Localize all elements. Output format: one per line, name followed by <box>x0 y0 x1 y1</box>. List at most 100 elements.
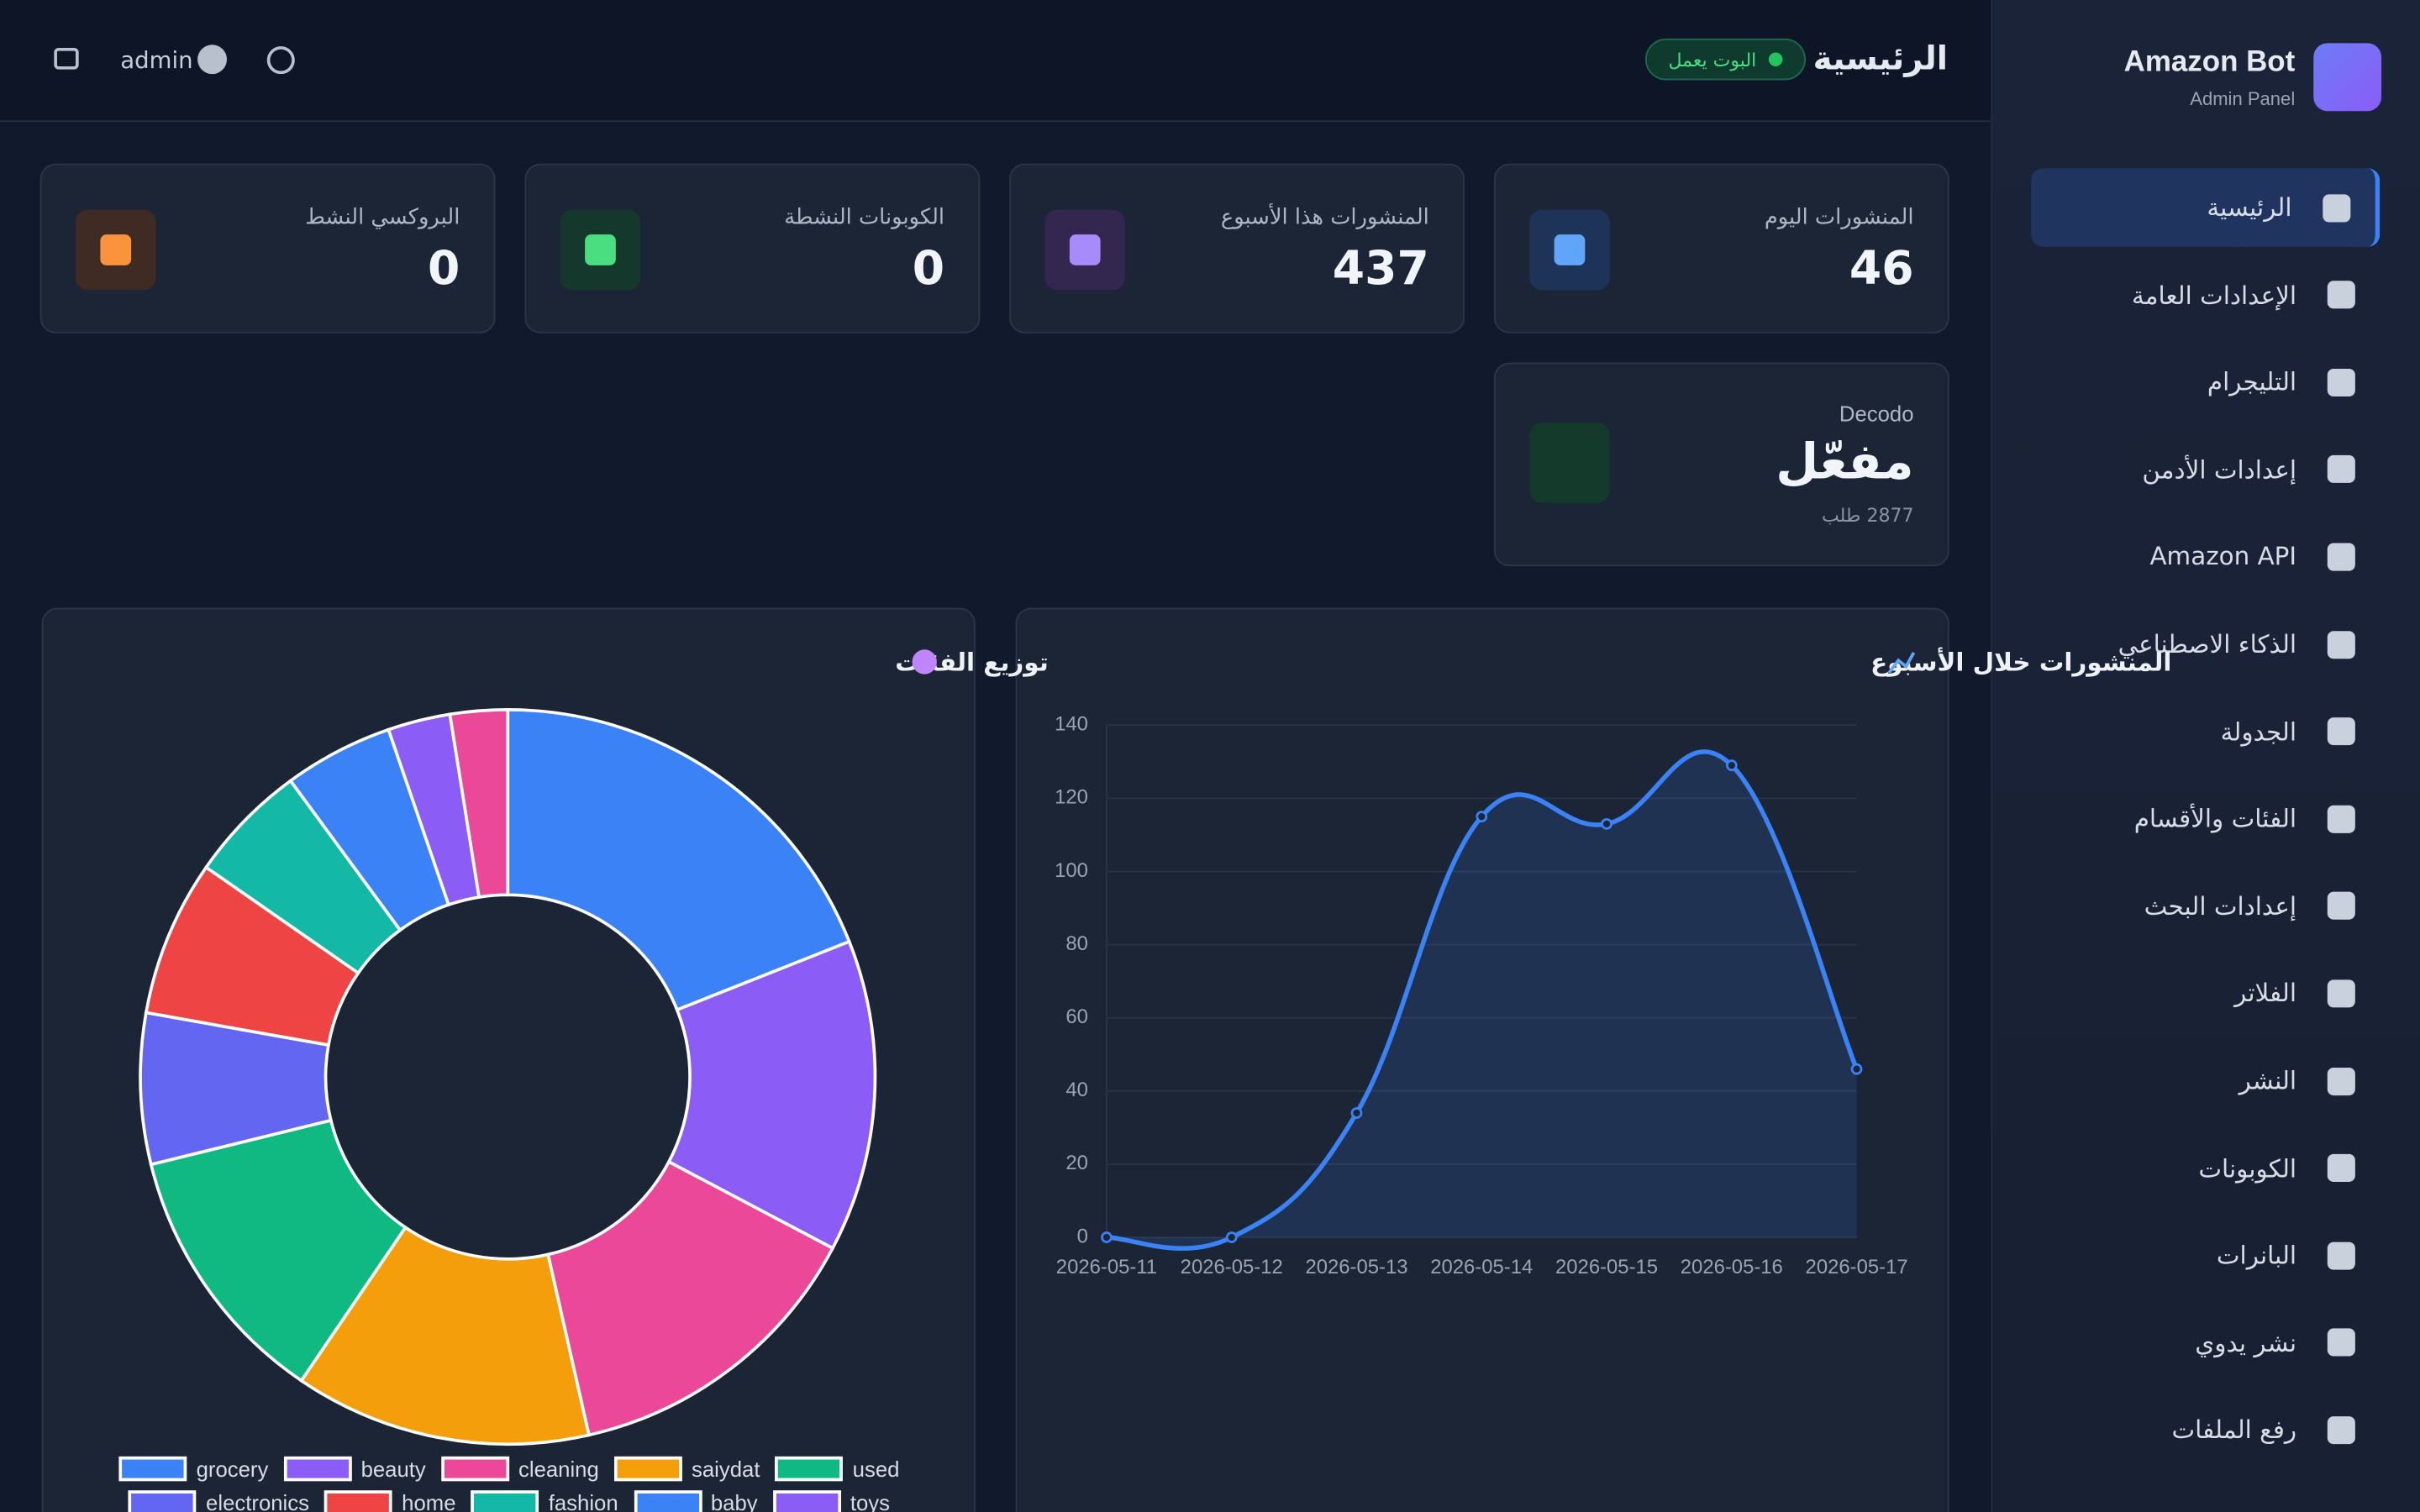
nav-icon <box>2327 1154 2355 1183</box>
nav-label: الكوبونات <box>2198 1153 2297 1184</box>
nav-item[interactable]: الجدولة <box>2031 692 2380 771</box>
nav-label: رفع الملفات <box>2171 1415 2297 1445</box>
nav-icon <box>2327 805 2355 833</box>
nav-icon <box>2327 1241 2355 1270</box>
area <box>1106 751 1857 1249</box>
nav-item[interactable]: إعدادات الأدمن <box>2031 430 2380 509</box>
nav-label: البانرات <box>2216 1241 2297 1270</box>
x-tick-label: 2026-05-17 <box>1806 1256 1908 1278</box>
nav-item[interactable]: الرئيسية <box>2031 168 2381 247</box>
legend-label: toys <box>850 1490 891 1512</box>
x-tick-label: 2026-05-16 <box>1681 1256 1783 1278</box>
legend-label: home <box>402 1490 456 1512</box>
brand-subtitle: Admin Panel <box>2190 87 2296 110</box>
stat-glyph <box>1069 234 1101 265</box>
nav-item[interactable]: الفلاتر <box>2031 954 2380 1033</box>
line <box>1106 749 1860 1251</box>
nav-item[interactable]: نشر يدوي <box>2031 1304 2380 1383</box>
legend-label: used <box>852 1456 900 1482</box>
legend-item: fashion <box>471 1490 618 1512</box>
nav-item[interactable]: الإعدادات العامة <box>2031 255 2380 334</box>
slice <box>545 1159 835 1437</box>
nav-icon <box>2323 193 2351 222</box>
nav-item[interactable]: Amazon API <box>2031 517 2380 596</box>
legend-swatch <box>283 1456 352 1482</box>
nav-label: الفلاتر <box>2234 979 2297 1009</box>
nav-label: Amazon API <box>2149 542 2297 572</box>
y-tick-label: 40 <box>1065 1079 1088 1101</box>
point <box>1225 1231 1238 1243</box>
brand-logo <box>2313 43 2382 112</box>
stat-card: المنشورات اليوم 46 <box>1493 163 1949 333</box>
nav-item[interactable]: التليجرام <box>2031 343 2380 422</box>
legend-swatch <box>471 1490 539 1512</box>
stat-icon <box>560 209 641 291</box>
stat-glyph <box>1554 234 1586 265</box>
refresh-button[interactable] <box>266 46 295 75</box>
stat-card: البروكسي النشط 0 <box>39 163 496 333</box>
slice <box>666 939 877 1251</box>
nav-label: النشر <box>2238 1066 2297 1096</box>
bot-status: البوت يعمل <box>1644 38 1806 81</box>
legend-item: baby <box>634 1490 758 1512</box>
nav-label: الذكاء الاصطناعي <box>2118 629 2297 659</box>
stat-glyph <box>100 234 132 265</box>
legend-label: fashion <box>548 1490 618 1512</box>
user-icon[interactable] <box>197 45 228 75</box>
status-text: البوت يعمل <box>1668 48 1757 71</box>
stat-value: 437 <box>1332 242 1429 297</box>
nav-item[interactable]: الفئات والأقسام <box>2031 780 2380 858</box>
stat-icon <box>1529 209 1610 291</box>
brand-name: Amazon Bot <box>2123 46 2296 79</box>
logout-button[interactable] <box>54 47 79 70</box>
x-tick-label: 2026-05-12 <box>1181 1256 1283 1278</box>
nav-icon <box>2327 368 2355 396</box>
slice <box>506 708 852 1012</box>
point <box>1350 1107 1363 1119</box>
stat-value: 0 <box>428 242 460 297</box>
x-tick-label: 2026-05-14 <box>1430 1256 1533 1278</box>
legend-swatch <box>441 1456 509 1482</box>
nav-icon <box>2327 630 2355 659</box>
legend-label: saiydat <box>692 1456 760 1482</box>
legend-label: cleaning <box>518 1456 599 1482</box>
nav-item[interactable]: البانرات <box>2031 1216 2380 1295</box>
legend-swatch <box>775 1456 844 1482</box>
legend-swatch <box>129 1490 197 1512</box>
user-name[interactable]: admin <box>120 46 193 75</box>
line-panel <box>1015 607 1949 1512</box>
sidebar: Amazon Bot Admin Panel الرئيسية الإعدادات… <box>1991 0 2420 1512</box>
nav-icon <box>2327 1415 2355 1444</box>
legend: grocery beauty cleaning saiydat used electron… <box>92 1456 926 1512</box>
legend-item: electronics <box>129 1490 309 1512</box>
y-tick-label: 140 <box>1055 713 1088 736</box>
nav-item[interactable]: رفع الملفات <box>2031 1391 2380 1470</box>
legend-swatch <box>773 1490 841 1512</box>
stat-icon <box>76 209 156 291</box>
nav-item[interactable]: إعدادات البحث <box>2031 867 2380 946</box>
slice <box>448 708 510 900</box>
stat-card: المنشورات هذا الأسبوع 437 <box>1009 163 1465 333</box>
nav-item[interactable]: النشر <box>2031 1042 2380 1121</box>
decodo-label: Decodo <box>1839 401 1914 426</box>
nav-item[interactable]: الكوبونات <box>2031 1129 2380 1208</box>
line-title: المنشورات خلال الأسبوع <box>1870 647 2171 676</box>
y-tick-label: 120 <box>1055 786 1088 809</box>
line-title-icon <box>1887 652 1916 674</box>
x-tick-label: 2026-05-13 <box>1305 1256 1407 1278</box>
stat-card: الكوبونات النشطة 0 <box>524 163 981 333</box>
y-tick-label: 60 <box>1065 1005 1088 1028</box>
slice <box>299 1225 592 1446</box>
legend-item: beauty <box>283 1456 426 1482</box>
stat-label: الكوبونات النشطة <box>784 205 945 230</box>
nav-item[interactable]: الذكاء الاصطناعي <box>2031 605 2380 684</box>
legend-swatch <box>614 1456 682 1482</box>
nav-icon <box>2327 1328 2355 1357</box>
header: الرئيسية البوت يعمل admin <box>0 0 1991 123</box>
nav-icon <box>2327 892 2355 921</box>
legend-label: beauty <box>360 1456 426 1482</box>
decodo-card: Decodo مفعّل 2877 طلب <box>1493 362 1949 567</box>
legend-item: used <box>775 1456 900 1482</box>
decodo-value: مفعّل <box>1776 432 1914 491</box>
